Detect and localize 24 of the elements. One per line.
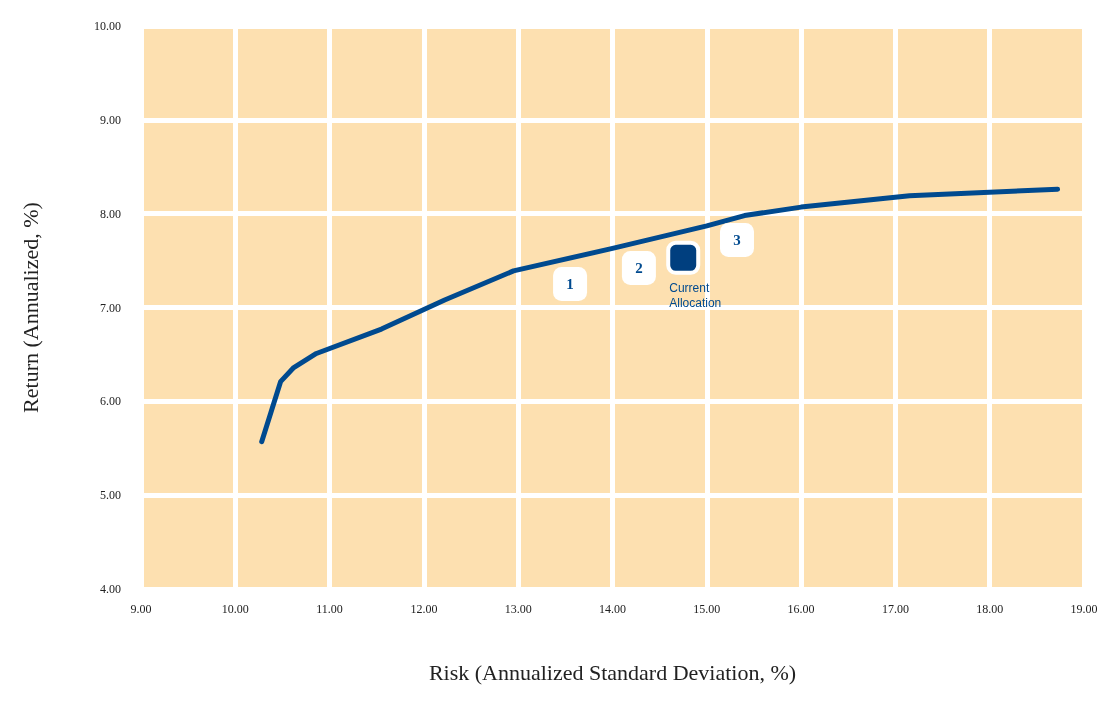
y-tick-label: 5.00 [100, 488, 121, 503]
x-tick-label: 17.00 [881, 602, 909, 616]
x-tick-label: 10.00 [221, 602, 249, 616]
x-axis-title: Risk (Annualized Standard Deviation, %) [428, 659, 797, 685]
y-tick-label: 10.00 [94, 19, 121, 33]
x-tick-label: 18.00 [976, 602, 1004, 616]
y-axis-title: Return (Annualized, %) [17, 202, 43, 413]
y-tick-label: 7.00 [100, 300, 121, 315]
x-tick-label: 12.00 [410, 602, 438, 616]
x-tick-label: 9.00 [130, 602, 152, 616]
y-tick-label: 9.00 [100, 112, 121, 127]
y-tick-label: 8.00 [100, 206, 121, 221]
x-tick-label: 13.00 [504, 602, 532, 616]
annotation: 3 [733, 231, 741, 248]
series-label: Current Allocation [669, 281, 722, 311]
x-tick-label: 11.00 [316, 602, 343, 616]
annotation: 2 [635, 260, 643, 277]
x-tick-label: 16.00 [787, 602, 815, 616]
x-tick-label: 15.00 [693, 602, 721, 616]
y-tick-label: 6.00 [100, 394, 121, 409]
y-tick-label: 4.00 [100, 582, 121, 596]
annotation: 1 [566, 276, 574, 293]
x-tick-label: 14.00 [599, 602, 626, 616]
x-tick-label: 19.00 [1070, 602, 1098, 616]
